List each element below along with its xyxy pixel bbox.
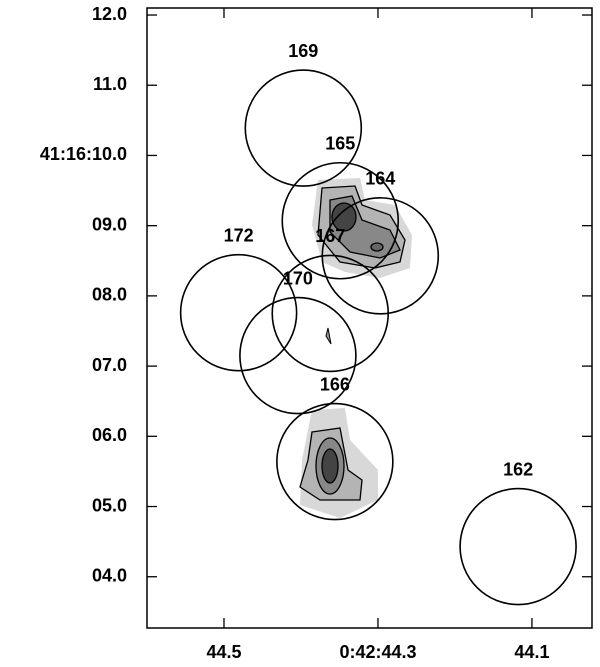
source-label: 165 (325, 134, 355, 154)
source-label: 172 (224, 225, 254, 245)
source-label: 162 (503, 459, 533, 479)
x-tick-label: 44.5 (206, 642, 241, 662)
source-label: 164 (365, 169, 395, 189)
x-tick-label: 44.1 (514, 642, 549, 662)
source-label: 166 (320, 374, 350, 394)
source-label: 170 (283, 268, 313, 288)
contour (331, 202, 357, 232)
y-tick-label: 04.0 (92, 565, 127, 585)
y-tick-label: 41:16:10.0 (40, 144, 127, 164)
source-circle (239, 296, 357, 415)
x-tick-label: 0:42:44.3 (339, 642, 416, 662)
y-tick-label: 05.0 (92, 495, 127, 515)
source-label: 167 (315, 226, 345, 246)
source-circle (276, 402, 394, 521)
y-tick-label: 06.0 (92, 425, 127, 445)
contour (321, 448, 339, 484)
plot-frame (146, 7, 593, 629)
source-label: 169 (288, 41, 318, 61)
contour (325, 327, 332, 345)
source-circle (244, 69, 363, 187)
y-tick-label: 08.0 (92, 285, 127, 305)
source-circle (271, 254, 390, 373)
y-tick-label: 12.0 (92, 4, 127, 24)
source-circle (459, 487, 577, 606)
y-tick-label: 09.0 (92, 214, 127, 234)
contour (370, 242, 384, 252)
source-circle (179, 253, 298, 372)
y-tick-label: 11.0 (93, 74, 127, 94)
y-tick-label: 07.0 (92, 355, 127, 375)
source-circle (281, 161, 400, 280)
